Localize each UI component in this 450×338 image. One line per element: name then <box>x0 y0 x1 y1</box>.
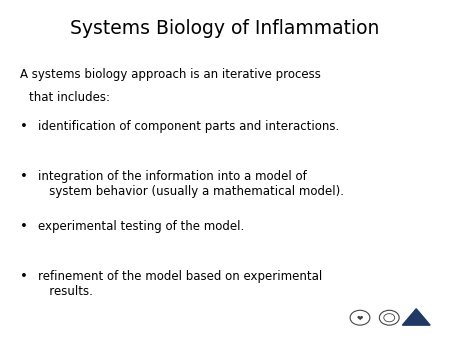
Text: •: • <box>20 220 28 233</box>
Text: that includes:: that includes: <box>29 91 110 103</box>
Text: integration of the information into a model of
   system behavior (usually a mat: integration of the information into a mo… <box>38 170 344 198</box>
Text: experimental testing of the model.: experimental testing of the model. <box>38 220 244 233</box>
Text: identification of component parts and interactions.: identification of component parts and in… <box>38 120 339 133</box>
Text: refinement of the model based on experimental
   results.: refinement of the model based on experim… <box>38 270 323 298</box>
Text: •: • <box>20 170 28 183</box>
Polygon shape <box>402 309 430 325</box>
Text: Systems Biology of Inflammation: Systems Biology of Inflammation <box>70 19 380 38</box>
Text: •: • <box>20 120 28 133</box>
Text: •: • <box>20 270 28 283</box>
Text: A systems biology approach is an iterative process: A systems biology approach is an iterati… <box>20 68 321 80</box>
Text: ❤: ❤ <box>357 313 363 322</box>
